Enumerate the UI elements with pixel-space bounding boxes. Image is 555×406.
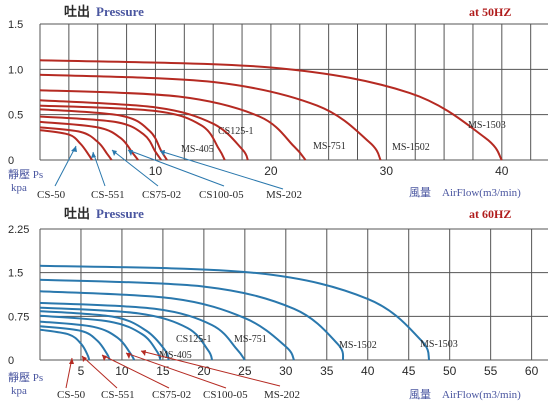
bottom-label-ms-202: MS-202 (266, 189, 302, 201)
curve-cs-50 (39, 129, 93, 161)
curve-label-ms-751-60: MS-751 (234, 334, 267, 345)
curve-cs75-02 (39, 120, 139, 161)
curve-cs100-05 (39, 115, 163, 161)
bottom-label-cs-50: CS-50 (37, 189, 66, 201)
curve-label-ms-1502: MS-1502 (392, 142, 430, 153)
curve-ms-1502 (39, 73, 382, 161)
curve-cs100-05 (39, 314, 162, 361)
arrowheads-60 (69, 350, 146, 364)
curve-cs-551 (39, 126, 113, 161)
bottom-label-cs-50-60: CS-50 (57, 389, 86, 401)
curve-label-ms-405: MS-405 (181, 144, 214, 155)
curve-cs-50 (39, 328, 91, 361)
curve-ms-751 (39, 89, 307, 161)
xlabel-cn-50: 風量 (409, 186, 431, 199)
x-tick-label: 35 (320, 364, 334, 378)
curve-ms-1503 (39, 264, 431, 361)
bottom-label-cs75-02-60: CS75-02 (152, 389, 191, 401)
bottom-label-ms-202-60: MS-202 (264, 389, 300, 401)
curve-label-cs125-1: CS125-1 (218, 126, 254, 137)
chart-60hz: 吐出 Pressure at 60HZ 00.751.52.25 5 10 15 20… (8, 206, 548, 401)
bottom-label-cs-551: CS-551 (91, 189, 125, 201)
curve-ms-405 (39, 306, 214, 361)
curve-ms-405 (39, 104, 226, 161)
y-tick-label: 0.75 (8, 311, 29, 323)
curves-60 (39, 264, 431, 361)
x-tick-label: 60 (525, 364, 539, 378)
title-60: Pressure (96, 206, 144, 221)
curve-label-ms-405-60: MS-405 (159, 350, 192, 361)
yunit-60: kpa (11, 385, 27, 397)
curve-cs-551 (39, 325, 111, 361)
title-cn-50: 吐出 (64, 4, 90, 19)
curves-50 (39, 59, 503, 161)
y-tick-label: 0 (8, 355, 14, 367)
bottom-label-cs75-02: CS75-02 (142, 189, 181, 201)
y-tick-label: 1.5 (8, 19, 23, 31)
bottom-label-cs-551-60: CS-551 (101, 389, 135, 401)
curve-label-cs125-1-60: CS125-1 (176, 334, 212, 345)
xlabel-60: AirFlow(m3/min) (442, 389, 521, 401)
yticks-50: 0 0.5 1.0 1.5 (8, 19, 23, 167)
x-tick-label: 20 (264, 164, 278, 178)
y-tick-label: 1.5 (8, 268, 23, 280)
x-tick-label: 45 (402, 364, 416, 378)
chart-50hz: 吐出 Pressure at 50HZ 00.51.01.5 10 20 30 40 … (8, 4, 548, 201)
x-tick-label: 55 (484, 364, 498, 378)
x-tick-label: 30 (279, 364, 293, 378)
y-tick-label: 2.25 (8, 224, 29, 236)
curve-label-ms-1503-60: MS-1503 (420, 339, 458, 350)
y-tick-label: 0.5 (8, 110, 23, 122)
x-tick-label: 30 (380, 164, 394, 178)
freq-label-60: at 60HZ (469, 207, 511, 221)
curve-label-ms-751: MS-751 (313, 141, 346, 152)
xticks-50: 10 20 30 40 (149, 164, 509, 178)
x-tick-label: 25 (238, 364, 252, 378)
yticks-60: 0 0.75 1.5 2.25 (8, 224, 29, 367)
bottom-label-cs100-05: CS100-05 (199, 189, 244, 201)
xticks-60: 5 10 15 20 25 30 35 40 45 50 55 60 (78, 364, 539, 378)
curve-cs125-1 (39, 301, 246, 361)
bottom-label-cs100-05-60: CS100-05 (203, 389, 248, 401)
yunit-50: kpa (11, 182, 27, 194)
x-tick-label: 40 (361, 364, 375, 378)
title-50: Pressure (96, 4, 144, 19)
x-tick-label: 5 (78, 364, 85, 378)
xlabel-cn-60: 風量 (409, 388, 431, 401)
arrowheads-50 (71, 146, 165, 158)
x-tick-label: 10 (149, 164, 163, 178)
xlabel-50: AirFlow(m3/min) (442, 187, 521, 199)
curve-ms-751 (39, 290, 295, 361)
x-tick-label: 50 (443, 364, 457, 378)
x-tick-label: 40 (495, 164, 509, 178)
curve-cs75-02 (39, 320, 136, 361)
curve-cs125-1 (39, 99, 249, 161)
ylabel-60: 靜壓 Ps (8, 370, 43, 384)
curve-ms-202 (39, 310, 170, 361)
curve-label-ms-1502-60: MS-1502 (339, 340, 377, 351)
curve-label-ms-1503: MS-1503 (468, 120, 506, 131)
y-tick-label: 0 (8, 155, 14, 167)
x-tick-label: 10 (115, 364, 129, 378)
curve-ms-1503 (39, 59, 503, 161)
arrows-50 (54, 145, 284, 190)
ylabel-50: 靜壓 Ps (8, 167, 43, 181)
freq-label-50: at 50HZ (469, 5, 511, 19)
y-tick-label: 1.0 (8, 64, 23, 76)
title-cn-60: 吐出 (64, 206, 90, 221)
curve-ms-1502 (39, 278, 345, 361)
